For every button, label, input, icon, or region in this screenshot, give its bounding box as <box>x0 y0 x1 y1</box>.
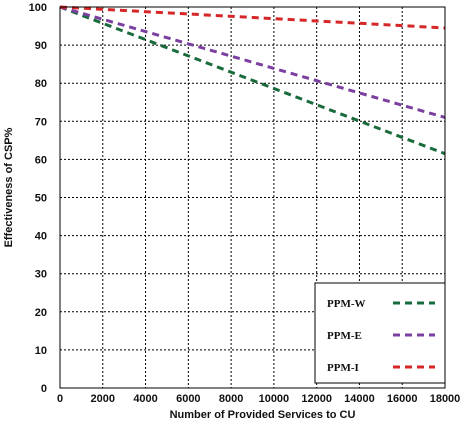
x-tick-label: 18000 <box>430 393 461 405</box>
x-tick-label: 16000 <box>387 393 418 405</box>
y-tick-label: 10 <box>35 345 47 357</box>
x-tick-label: 10000 <box>259 393 290 405</box>
series-line-ppm-e <box>59 5 446 119</box>
x-tick-label: 14000 <box>344 393 375 405</box>
x-tick-label: 2000 <box>91 393 115 405</box>
x-tick-label: 8000 <box>219 393 243 405</box>
x-tick-labels: 0 2000 4000 6000 8000 10000 12000 14000 16000 180… <box>57 393 460 405</box>
y-tick-label: 100 <box>29 2 47 14</box>
y-tick-label: 40 <box>35 231 47 243</box>
legend: PPM-W PPM-E PPM-I <box>314 282 446 384</box>
y-tick-label: 0 <box>41 383 47 395</box>
series-lines <box>59 5 446 156</box>
x-axis-label: Number of Provided Services to CU <box>170 409 356 421</box>
y-tick-label: 30 <box>35 269 47 281</box>
y-tick-label: 80 <box>35 78 47 90</box>
y-tick-labels: 0 10 20 30 40 50 60 70 80 90 100 <box>29 2 47 395</box>
legend-label-ppm-e: PPM-E <box>327 330 362 342</box>
y-tick-label: 70 <box>35 116 47 128</box>
y-tick-label: 50 <box>35 193 47 205</box>
plot-frame <box>59 6 446 389</box>
y-tick-label: 60 <box>35 154 47 166</box>
legend-label-ppm-i: PPM-I <box>327 362 359 374</box>
y-tick-label: 90 <box>35 40 47 52</box>
x-tick-label: 4000 <box>133 393 157 405</box>
x-tick-label: 6000 <box>176 393 200 405</box>
legend-label-ppm-w: PPM-W <box>327 298 365 310</box>
y-axis-label: Effectiveness of CSP% <box>3 127 15 247</box>
x-tick-label: 12000 <box>301 393 332 405</box>
x-tick-label: 0 <box>57 393 63 405</box>
series-line-ppm-w <box>59 5 446 156</box>
series-line-ppm-i <box>59 5 446 30</box>
y-tick-label: 20 <box>35 307 47 319</box>
